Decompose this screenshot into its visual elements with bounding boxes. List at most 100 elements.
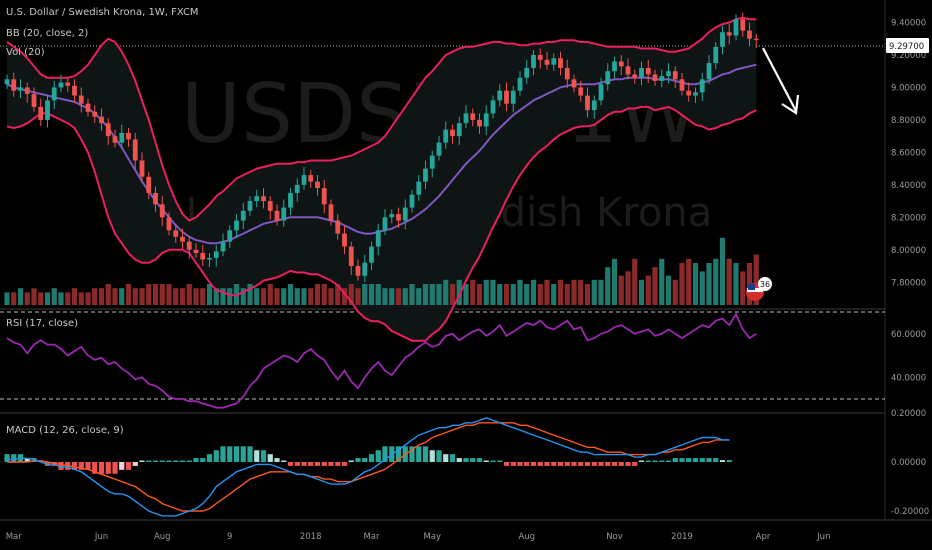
volume-bar <box>517 279 523 305</box>
candle-body <box>747 30 752 39</box>
time-tick-label: Mar <box>6 532 23 542</box>
candle-body <box>625 66 631 75</box>
time-tick-label: 9 <box>227 532 232 542</box>
macd-histogram-bar <box>611 462 618 466</box>
candle-body <box>126 132 131 140</box>
macd-histogram-bar <box>476 458 483 462</box>
macd-histogram-bar <box>375 450 381 462</box>
volume-bar <box>105 284 111 305</box>
volume-bar <box>389 288 395 305</box>
macd-histogram-bar <box>584 462 591 466</box>
price-tick-label: 8.40000 <box>891 181 926 191</box>
macd-histogram-bar <box>449 454 456 462</box>
volume-bar <box>659 258 665 305</box>
volume-bar <box>186 284 192 305</box>
macd-histogram-bar <box>652 460 658 462</box>
macd-histogram-bar <box>24 458 30 462</box>
macd-histogram-bar <box>200 458 206 462</box>
macd-histogram-bar <box>382 446 388 462</box>
bb-indicator-label[interactable]: BB (20, close, 2) <box>6 28 89 39</box>
macd-histogram-bar <box>267 454 273 462</box>
candle-body <box>720 32 725 47</box>
candle-body <box>78 95 84 104</box>
volume-bar <box>537 284 543 305</box>
candle-body <box>443 129 449 143</box>
macd-histogram-bar <box>362 458 368 462</box>
candle-body <box>31 93 37 107</box>
candle-body <box>92 111 98 117</box>
macd-indicator-label[interactable]: MACD (12, 26, close, 9) <box>6 425 124 436</box>
volume-bar <box>713 258 719 305</box>
macd-histogram-bar <box>139 460 145 462</box>
macd-histogram-bar <box>308 462 314 466</box>
volume-bar <box>395 288 402 305</box>
time-tick-label: Nov <box>606 532 623 542</box>
macd-histogram-bar <box>719 460 726 462</box>
volume-bar <box>287 284 294 305</box>
macd-histogram-bar <box>638 460 645 462</box>
volume-bar <box>510 284 516 305</box>
candle-body <box>301 175 307 185</box>
volume-bar <box>362 284 368 305</box>
last-price-label: 9.29700 <box>889 42 924 52</box>
volume-bar <box>152 284 159 305</box>
time-tick-label: Aug <box>518 532 535 542</box>
macd-histogram-bar <box>227 446 233 462</box>
macd-histogram-bar <box>328 462 334 466</box>
macd-histogram-bar <box>679 458 685 462</box>
macd-histogram-bar <box>497 460 503 462</box>
candle-body <box>659 76 665 81</box>
candle-body <box>591 100 597 111</box>
candle-body <box>544 59 550 65</box>
macd-line <box>7 417 730 517</box>
candle-body <box>294 184 300 193</box>
macd-histogram-bar <box>186 460 192 462</box>
macd-histogram-bar <box>247 446 253 462</box>
candle-body <box>240 210 246 221</box>
volume-bar <box>706 263 712 305</box>
macd-histogram-bar <box>105 462 111 474</box>
candle-body <box>288 192 293 208</box>
candle-body <box>733 19 739 36</box>
candle-body <box>436 142 442 156</box>
candle-body <box>119 132 125 143</box>
volume-bar <box>44 292 51 305</box>
candle-body <box>355 266 361 276</box>
volume-bar <box>341 288 348 305</box>
volume-bar <box>740 271 746 305</box>
flag-badge[interactable]: 36 <box>746 277 772 301</box>
symbol-title[interactable]: U.S. Dollar / Swedish Krona, 1W, FXCM <box>6 7 199 18</box>
volume-bar <box>206 284 213 305</box>
rsi-tick-label: 40.0000 <box>891 373 926 383</box>
candle-body <box>450 129 455 137</box>
vol-indicator-label[interactable]: Vol (20) <box>6 47 45 58</box>
volume-bar <box>591 279 597 305</box>
volume-bar <box>679 263 685 305</box>
volume-bar <box>139 288 145 305</box>
macd-tick-label: 0.20000 <box>891 409 926 419</box>
volume-bar <box>375 284 381 305</box>
macd-histogram-bar <box>85 462 91 470</box>
candle-body <box>558 58 563 68</box>
volume-bar <box>78 292 84 305</box>
rsi-indicator-label[interactable]: RSI (17, close) <box>6 318 79 329</box>
macd-histogram-bar <box>152 460 159 462</box>
candle-body <box>409 194 415 208</box>
candle-body <box>369 246 374 263</box>
rsi-line <box>6 312 757 409</box>
candle-body <box>706 63 712 80</box>
candle-body <box>186 241 192 250</box>
price-axis-background <box>885 0 932 520</box>
macd-histogram-bar <box>625 462 631 466</box>
volume-bar <box>686 258 692 305</box>
candle-body <box>65 82 71 86</box>
candle-body <box>261 196 266 202</box>
candle-body <box>645 67 651 75</box>
macd-histogram-bar <box>11 454 17 462</box>
macd-histogram-bar <box>537 462 543 466</box>
candle-body <box>315 181 320 189</box>
candle-body <box>632 74 638 78</box>
volume-bar <box>618 275 624 305</box>
time-tick-label: Jun <box>816 532 830 542</box>
